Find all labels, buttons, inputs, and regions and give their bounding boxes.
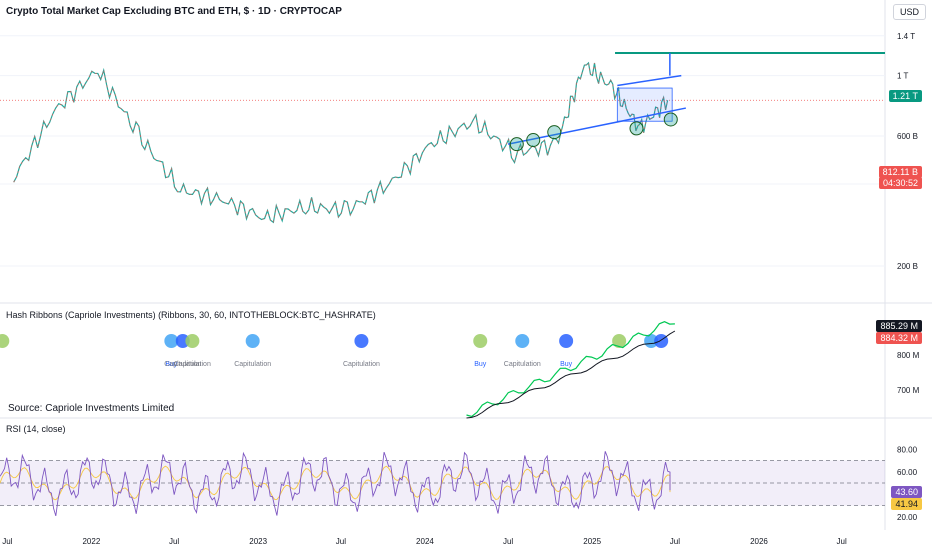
price-tick-label: 1.4 T bbox=[897, 32, 915, 41]
time-tick-label: 2026 bbox=[750, 537, 768, 546]
hash-value-2: 884.32 M bbox=[876, 332, 922, 344]
support-touch-circle bbox=[526, 133, 541, 148]
hash-signal-bubble bbox=[644, 334, 659, 348]
hash-ribbons-label: Hash Ribbons (Capriole Investments) (Rib… bbox=[6, 310, 376, 320]
price-tick-label: 200 B bbox=[897, 262, 918, 271]
countdown-badge: 04:30:52 bbox=[878, 177, 922, 189]
price-tick-label: 600 B bbox=[897, 132, 918, 141]
hash-signal-bubble bbox=[185, 334, 200, 348]
support-touch-circle bbox=[663, 112, 678, 127]
hash-signal-label: Capitulation bbox=[234, 361, 271, 368]
support-touch-circle bbox=[629, 121, 644, 136]
hash-signal-label: Capitulation bbox=[164, 361, 201, 368]
time-tick-label: 2024 bbox=[416, 537, 434, 546]
currency-button[interactable]: USD bbox=[892, 4, 926, 20]
hash-signal-bubble bbox=[612, 334, 627, 348]
support-touch-circle bbox=[547, 125, 562, 140]
hash-signal-bubble bbox=[0, 334, 10, 348]
hash-signal-bubble bbox=[354, 334, 369, 348]
rsi-tick-label: 20.00 bbox=[897, 513, 918, 522]
support-touch-circle bbox=[509, 137, 524, 152]
time-tick-label: Jul bbox=[670, 537, 680, 546]
hash-signal-label: Capitulation bbox=[174, 361, 211, 368]
chart-title: Crypto Total Market Cap Excluding BTC an… bbox=[6, 6, 342, 17]
hash-signal-bubble bbox=[515, 334, 530, 348]
hash-signal-label: Capitulation bbox=[343, 361, 380, 368]
hash-signal-bubble bbox=[175, 334, 190, 348]
hash-tick-label: 700 M bbox=[897, 386, 920, 395]
rsi-value-1: 43.60 bbox=[891, 486, 922, 498]
time-tick-label: Jul bbox=[2, 537, 12, 546]
rsi-label: RSI (14, close) bbox=[6, 424, 66, 434]
rsi-tick-label: 60.00 bbox=[897, 468, 918, 477]
time-tick-label: 2022 bbox=[82, 537, 100, 546]
hash-signal-label: Buy bbox=[165, 361, 178, 368]
hash-signal-bubble bbox=[473, 334, 488, 348]
hash-signal-label: Buy bbox=[560, 361, 573, 368]
rsi-tick-label: 80.00 bbox=[897, 445, 918, 454]
channel-box bbox=[616, 87, 673, 122]
time-tick-label: 2025 bbox=[583, 537, 601, 546]
hash-signal-bubble bbox=[654, 334, 669, 348]
time-tick-label: Jul bbox=[336, 537, 346, 546]
rsi-line bbox=[0, 451, 671, 517]
price-series-line bbox=[13, 61, 669, 224]
hash-signal-label: Capitulation bbox=[504, 361, 541, 368]
price-series-down-ticks bbox=[13, 62, 668, 223]
last-price-badge: 812.11 B bbox=[878, 166, 922, 178]
target-badge: 1.21 T bbox=[888, 90, 922, 102]
hash-tick-label: 800 M bbox=[897, 351, 920, 360]
time-tick-label: Jul bbox=[837, 537, 847, 546]
rsi-value-2: 41.94 bbox=[891, 498, 922, 510]
time-tick-label: Jul bbox=[503, 537, 513, 546]
source-label: Source: Capriole Investments Limited bbox=[8, 403, 175, 414]
support-trendline bbox=[507, 107, 687, 145]
resistance-trendline bbox=[617, 74, 682, 87]
hash-signal-label: Buy bbox=[474, 361, 487, 368]
price-tick-label: 1 T bbox=[897, 72, 909, 81]
time-tick-label: Jul bbox=[169, 537, 179, 546]
hash-value-1: 885.29 M bbox=[876, 320, 922, 332]
hashrate-fast-line bbox=[466, 321, 675, 418]
hashrate-slow-line bbox=[466, 330, 676, 419]
hash-signal-bubble bbox=[559, 334, 574, 348]
hash-signal-bubble bbox=[164, 334, 179, 348]
hash-signal-bubble bbox=[245, 334, 260, 348]
time-tick-label: 2023 bbox=[249, 537, 267, 546]
